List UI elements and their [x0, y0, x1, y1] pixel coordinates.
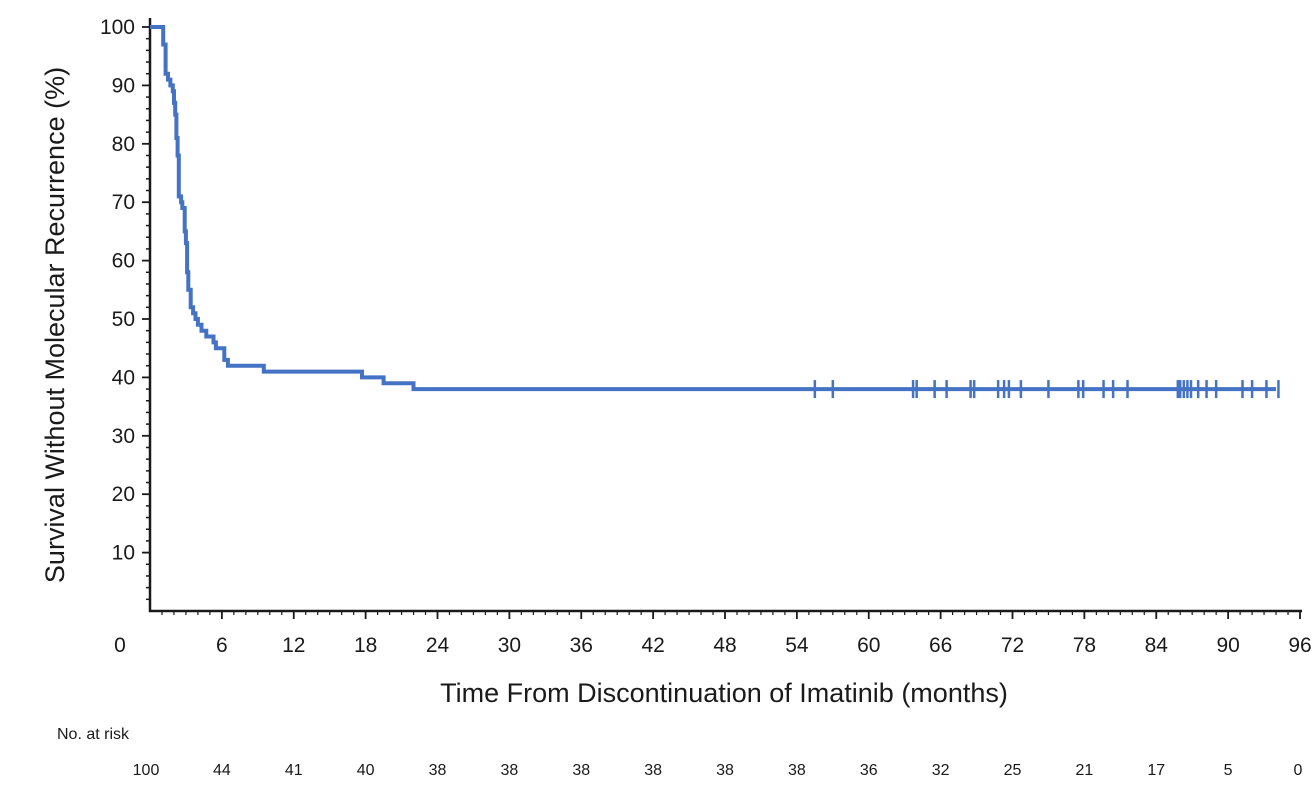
- y-tick-label: 70: [112, 191, 135, 214]
- survival-step-line: [150, 25, 1276, 392]
- x-tick-label: 42: [641, 634, 664, 657]
- x-tick-label: 48: [713, 634, 736, 657]
- axes: [142, 18, 1302, 619]
- y-tick-label: 80: [112, 133, 135, 156]
- risk-count: 0: [1294, 762, 1303, 779]
- x-axis-title: Time From Discontinuation of Imatinib (m…: [440, 678, 1008, 708]
- y-tick-label: 10: [112, 542, 135, 565]
- x-tick-label: 60: [857, 634, 880, 657]
- risk-count: 38: [429, 762, 447, 779]
- risk-count: 38: [644, 762, 662, 779]
- risk-count: 21: [1075, 762, 1093, 779]
- risk-count: 25: [1004, 762, 1022, 779]
- risk-count: 38: [572, 762, 590, 779]
- x-tick-label: 12: [282, 634, 305, 657]
- x-tick-label: 36: [570, 634, 593, 657]
- tick-labels: 10 20 30 40 50 60 70 80 90 100 0 6 12 18 24 30 36 42 48 54 6…: [100, 16, 1312, 657]
- x-tick-label: 0: [114, 634, 126, 657]
- risk-count: 38: [788, 762, 806, 779]
- x-tick-label: 54: [785, 634, 809, 657]
- y-tick-label: 60: [112, 250, 135, 273]
- risk-count: 100: [133, 762, 160, 779]
- risk-count: 5: [1224, 762, 1233, 779]
- y-axis-title: Survival Without Molecular Recurrence (%…: [40, 67, 70, 583]
- risk-count: 36: [860, 762, 878, 779]
- risk-count: 17: [1147, 762, 1165, 779]
- risk-count: 38: [716, 762, 734, 779]
- censor-marks-group: [813, 380, 1280, 399]
- survival-curve-group: [150, 25, 1276, 392]
- y-tick-label: 90: [112, 74, 135, 97]
- x-tick-label: 84: [1145, 634, 1169, 657]
- risk-count: 38: [500, 762, 518, 779]
- x-tick-label: 90: [1216, 634, 1239, 657]
- y-tick-label: 30: [112, 425, 135, 448]
- risk-table-label: No. at risk: [57, 726, 130, 743]
- x-tick-label: 24: [426, 634, 450, 657]
- y-tick-label: 100: [100, 16, 135, 39]
- risk-count: 41: [285, 762, 303, 779]
- risk-table: 100 44 41 40 38 38 38 38 38 38 36 32 25 21 17 5 0: [133, 762, 1303, 779]
- risk-count: 44: [213, 762, 231, 779]
- x-tick-label: 72: [1001, 634, 1024, 657]
- x-tick-label: 66: [929, 634, 952, 657]
- y-tick-label: 40: [112, 366, 135, 389]
- risk-count: 40: [357, 762, 375, 779]
- risk-count: 32: [932, 762, 950, 779]
- x-tick-label: 78: [1073, 634, 1096, 657]
- x-tick-label: 18: [354, 634, 377, 657]
- x-tick-label: 30: [498, 634, 521, 657]
- x-tick-label: 6: [216, 634, 228, 657]
- y-tick-label: 50: [112, 308, 135, 331]
- y-tick-label: 20: [112, 483, 135, 506]
- x-tick-label: 96: [1288, 634, 1311, 657]
